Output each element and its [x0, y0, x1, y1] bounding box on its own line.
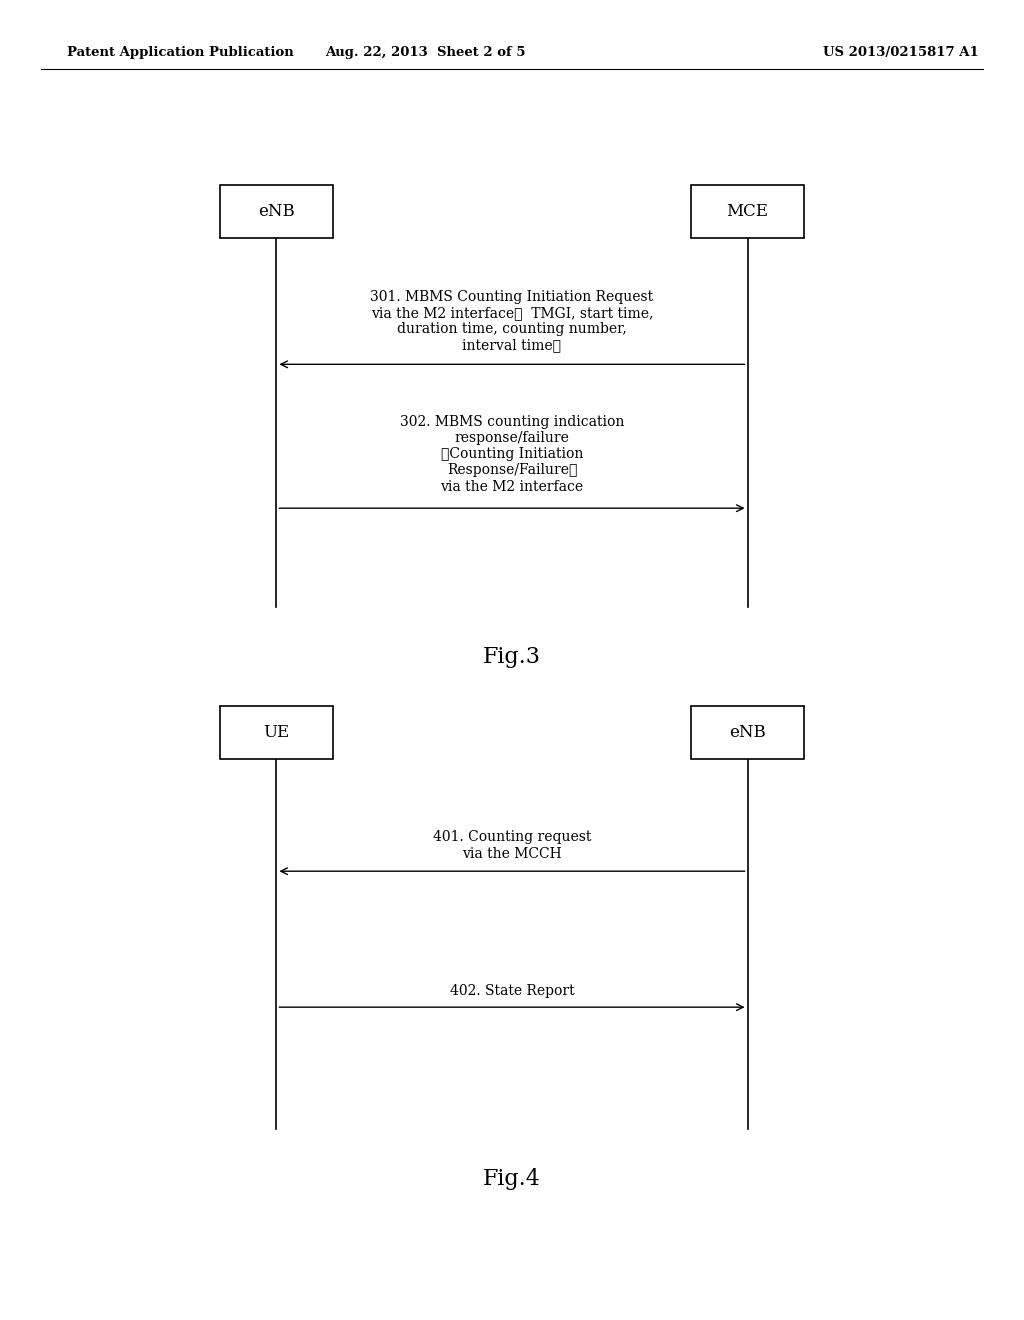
- Text: eNB: eNB: [258, 203, 295, 219]
- Text: Patent Application Publication: Patent Application Publication: [67, 46, 293, 59]
- Text: 301. MBMS Counting Initiation Request
via the M2 interface，  TMGI, start time,
d: 301. MBMS Counting Initiation Request vi…: [371, 290, 653, 352]
- Text: 401. Counting request
via the MCCH: 401. Counting request via the MCCH: [433, 830, 591, 861]
- Bar: [691, 185, 804, 238]
- Bar: [220, 706, 333, 759]
- Bar: [691, 706, 804, 759]
- Text: 302. MBMS counting indication
response/failure
（Counting Initiation
Response/Fai: 302. MBMS counting indication response/f…: [399, 414, 625, 494]
- Bar: [220, 185, 333, 238]
- Text: US 2013/0215817 A1: US 2013/0215817 A1: [823, 46, 979, 59]
- Text: Aug. 22, 2013  Sheet 2 of 5: Aug. 22, 2013 Sheet 2 of 5: [325, 46, 525, 59]
- Text: UE: UE: [263, 725, 290, 741]
- Text: Fig.4: Fig.4: [483, 1168, 541, 1189]
- Text: eNB: eNB: [729, 725, 766, 741]
- Text: 402. State Report: 402. State Report: [450, 983, 574, 998]
- Text: Fig.3: Fig.3: [483, 647, 541, 668]
- Text: MCE: MCE: [726, 203, 769, 219]
